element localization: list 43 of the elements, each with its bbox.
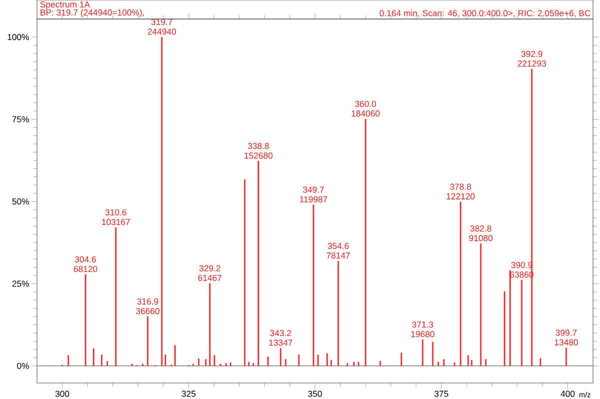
annotation: 119987	[300, 196, 328, 202]
annotation: 304.6	[75, 256, 96, 262]
chart-subtitle: BP: 319.7 (244940=100%),	[40, 9, 144, 18]
y-tick-label: 50%	[12, 198, 29, 205]
annotation: 19680	[411, 331, 434, 338]
text: 0.164 min, Scan: 46, 300.0:400.0>, RIC: 2.059e+6, BC	[380, 10, 590, 18]
annotation: 91080	[469, 235, 492, 242]
annotation: 371.3	[412, 321, 434, 328]
annotation: 68120	[74, 266, 98, 272]
annotation: 78147	[326, 252, 350, 259]
y-tick-label: 75%	[12, 116, 29, 122]
y-tick-label: 25%	[12, 280, 29, 287]
annotation: 378.8	[450, 184, 472, 190]
annotation: 13347	[269, 340, 292, 346]
chart-title: Spectrum 1A	[40, 1, 90, 10]
annotation: 382.8	[470, 225, 492, 232]
x-tick-label: 300	[55, 390, 70, 397]
annotation: 329.2	[199, 265, 220, 272]
annotation: 349.7	[302, 186, 324, 193]
x-tick-label: 325	[182, 390, 196, 397]
annotation: 61467	[198, 274, 222, 281]
annotation: 319.7	[151, 18, 172, 26]
annotation: 221293	[518, 60, 546, 67]
annotation: 103167	[102, 218, 130, 226]
annotation: 316.9	[137, 298, 158, 305]
x-tick-label: 400	[560, 390, 575, 397]
annotation: 392.9	[521, 50, 542, 57]
x-tick-label: 375	[434, 390, 448, 397]
y-tick-label: 100%	[8, 34, 29, 40]
annotation: 244940	[148, 28, 176, 35]
x-tick-label: 350	[308, 390, 322, 397]
annotation: 184060	[352, 110, 380, 117]
annotation: 13480	[554, 339, 578, 346]
annotation: 399.7	[556, 330, 577, 336]
annotation: 152680	[244, 152, 272, 159]
annotation: 360.0	[355, 100, 376, 107]
annotation: 310.6	[105, 209, 126, 216]
annotation: 122120	[446, 193, 475, 200]
y-tick-label: 0%	[17, 362, 29, 369]
annotation: 354.6	[328, 242, 349, 249]
annotation: 36660	[136, 308, 160, 314]
annotation: 338.8	[248, 142, 269, 150]
annotation: 343.2	[270, 330, 292, 336]
